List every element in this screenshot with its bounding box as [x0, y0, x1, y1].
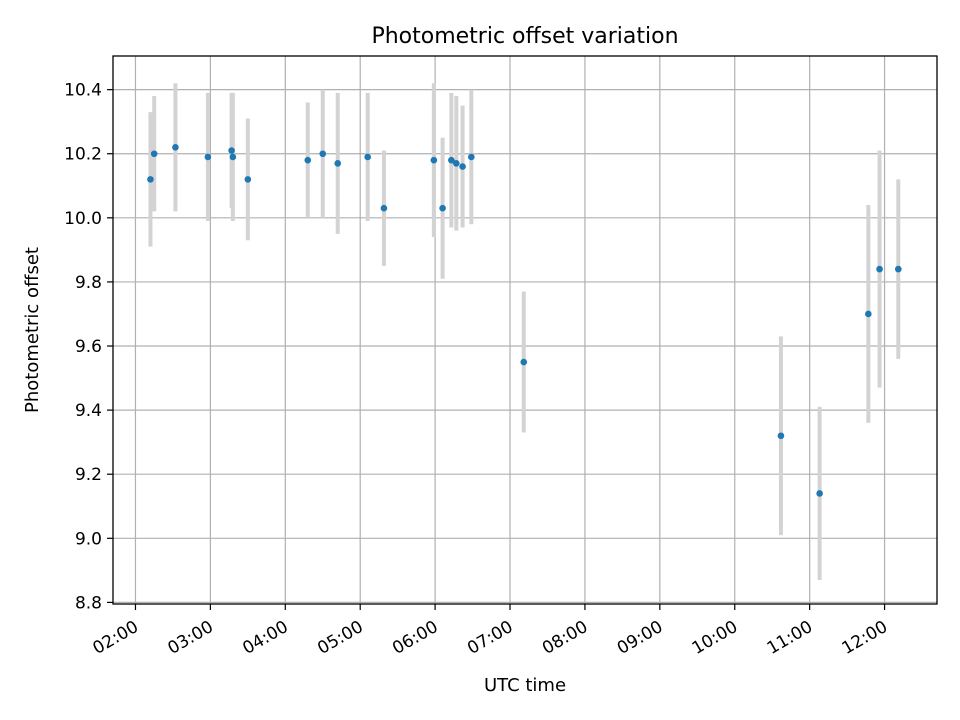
data-point: [172, 144, 179, 151]
data-point: [319, 150, 327, 158]
data-point: [334, 160, 342, 167]
y-axis-ticks: 8.8 9.0 9.2 9.4 9.6 9.8 10.0 10.2 10.4: [64, 81, 113, 613]
y-tick-label: 9.4: [75, 401, 102, 421]
data-point: [468, 153, 475, 161]
data-point: [147, 176, 154, 183]
chart-title: Photometric offset variation: [371, 24, 678, 49]
y-axis-label: Photometric offset: [22, 247, 43, 413]
plot-frame: [112, 55, 938, 605]
data-point: [459, 163, 466, 170]
data-point: [228, 147, 235, 154]
data-point: [876, 265, 883, 273]
data-point: [364, 153, 371, 161]
y-tick-label: 9.0: [75, 529, 102, 549]
data-point: [865, 310, 872, 318]
data-point: [894, 265, 902, 273]
y-tick-label: 8.8: [75, 593, 102, 613]
data-point: [430, 156, 438, 164]
data-point: [204, 153, 212, 161]
data-point: [244, 176, 252, 183]
data-point: [520, 358, 528, 366]
y-tick-label: 9.2: [75, 465, 102, 485]
data-point: [229, 153, 237, 161]
x-axis-label: UTC time: [484, 675, 566, 696]
data-point: [777, 432, 785, 440]
data-point: [816, 490, 823, 497]
data-point: [380, 204, 388, 212]
grid: [113, 56, 937, 604]
y-tick-label: 10.0: [64, 209, 102, 229]
data-point: [453, 160, 460, 167]
data-points: [147, 144, 902, 497]
y-tick-label: 9.8: [75, 273, 102, 293]
data-point: [150, 150, 158, 158]
y-tick-label: 9.6: [75, 337, 102, 357]
data-point: [304, 156, 312, 164]
y-tick-label: 10.2: [64, 145, 102, 165]
data-point: [448, 156, 455, 164]
data-point: [439, 204, 446, 212]
y-tick-label: 10.4: [64, 81, 102, 101]
